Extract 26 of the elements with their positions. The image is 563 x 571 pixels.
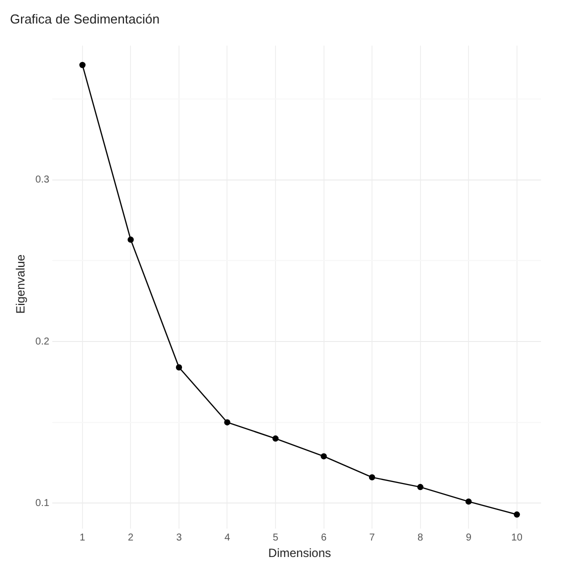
x-tick-label: 4 xyxy=(224,532,230,544)
y-axis-title: Eigenvalue xyxy=(14,254,28,314)
y-tick-label: 0.2 xyxy=(35,336,50,348)
point xyxy=(465,498,472,505)
point xyxy=(128,236,134,243)
point xyxy=(79,62,86,68)
x-tick-label: 1 xyxy=(80,532,86,544)
point xyxy=(417,484,424,490)
point xyxy=(272,435,279,442)
point xyxy=(514,511,520,518)
x-tick-label: 10 xyxy=(511,532,523,544)
x-tick-label: 5 xyxy=(272,532,279,544)
x-tick-label: 9 xyxy=(466,532,472,544)
chart-title: Grafica de Sedimentación xyxy=(10,11,160,26)
point xyxy=(176,364,182,370)
x-tick-label: 2 xyxy=(128,532,134,544)
x-tick-label: 7 xyxy=(369,532,376,544)
x-tick-label: 8 xyxy=(418,532,424,544)
point xyxy=(368,474,376,480)
x-tick-label: 3 xyxy=(176,532,182,544)
y-tick-label: 0.3 xyxy=(35,174,50,186)
x-tick-label: 6 xyxy=(321,532,328,544)
y-tick-label: 0.1 xyxy=(35,498,50,509)
point xyxy=(320,453,327,460)
x-axis-title: Dimensions xyxy=(268,546,331,560)
point xyxy=(224,419,230,426)
